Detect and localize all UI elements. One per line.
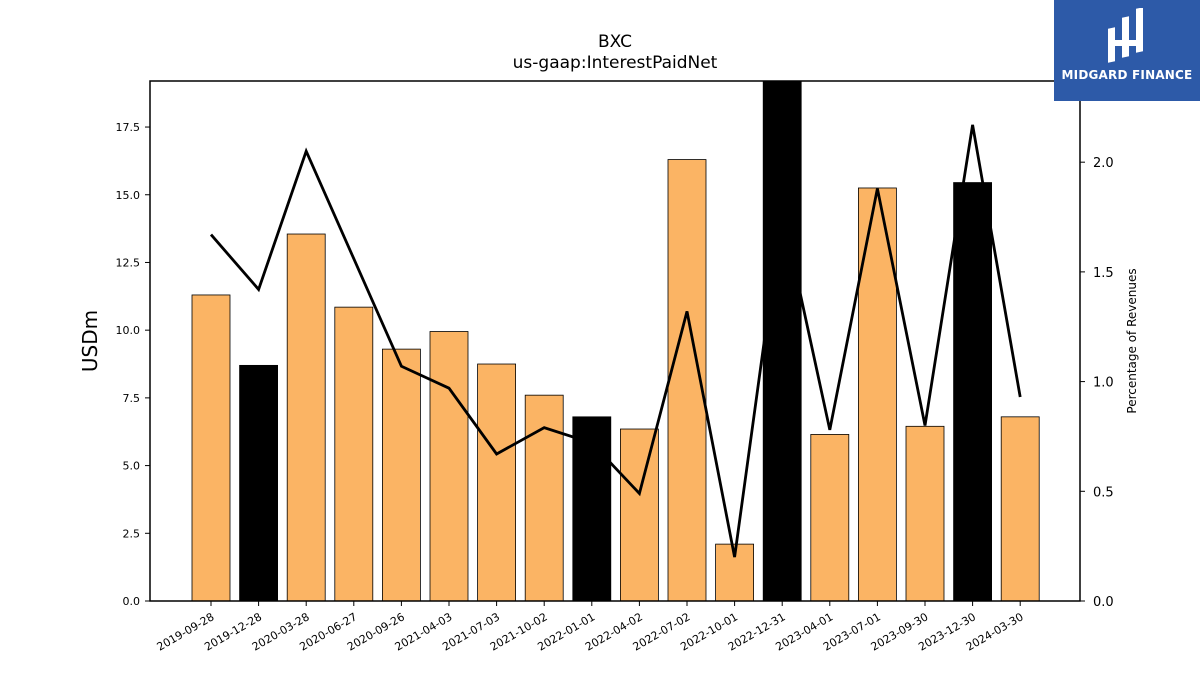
logo-text: MIDGARD FINANCE	[1061, 68, 1193, 82]
bar	[429, 331, 469, 602]
bar	[524, 394, 564, 602]
midgard-logo-icon	[1108, 8, 1143, 63]
bar	[381, 348, 421, 602]
bar	[1000, 416, 1040, 602]
y2-tick-label: 0.0	[1093, 595, 1114, 610]
bar	[572, 416, 612, 602]
y2-tick-label: 1.5	[1093, 266, 1114, 281]
chart-title: BXC	[598, 32, 632, 52]
y-tick-label: 17.5	[116, 121, 141, 134]
midgard-finance-logo: MIDGARD FINANCE	[1054, 0, 1200, 101]
bar	[286, 233, 326, 602]
y-tick-label: 15.0	[116, 189, 141, 202]
bar	[953, 182, 992, 602]
line-series	[209, 124, 1022, 558]
y2-tick-label: 0.5	[1093, 485, 1114, 500]
bar	[477, 363, 517, 602]
bar	[239, 364, 279, 602]
y2-tick-label: 2.0	[1093, 156, 1114, 171]
y-axis-label: USDm	[78, 310, 102, 372]
y-tick-label: 0.0	[123, 595, 141, 608]
bar	[905, 425, 945, 602]
bar	[810, 434, 850, 602]
chart-subtitle: us-gaap:InterestPaidNet	[512, 53, 718, 73]
y-tick-label: 12.5	[116, 256, 141, 269]
bar	[334, 306, 374, 602]
y-tick-label: 10.0	[116, 324, 141, 337]
y2-axis-label: Percentage of Revenues	[1125, 268, 1139, 413]
y-tick-label: 5.0	[123, 460, 141, 473]
y2-tick-label: 1.0	[1093, 376, 1114, 391]
y-tick-label: 2.5	[123, 527, 141, 540]
plot-frame	[149, 80, 1081, 602]
y-tick-label: 7.5	[123, 392, 141, 405]
bar	[762, 80, 802, 602]
bar	[191, 294, 231, 602]
bar	[620, 428, 659, 602]
